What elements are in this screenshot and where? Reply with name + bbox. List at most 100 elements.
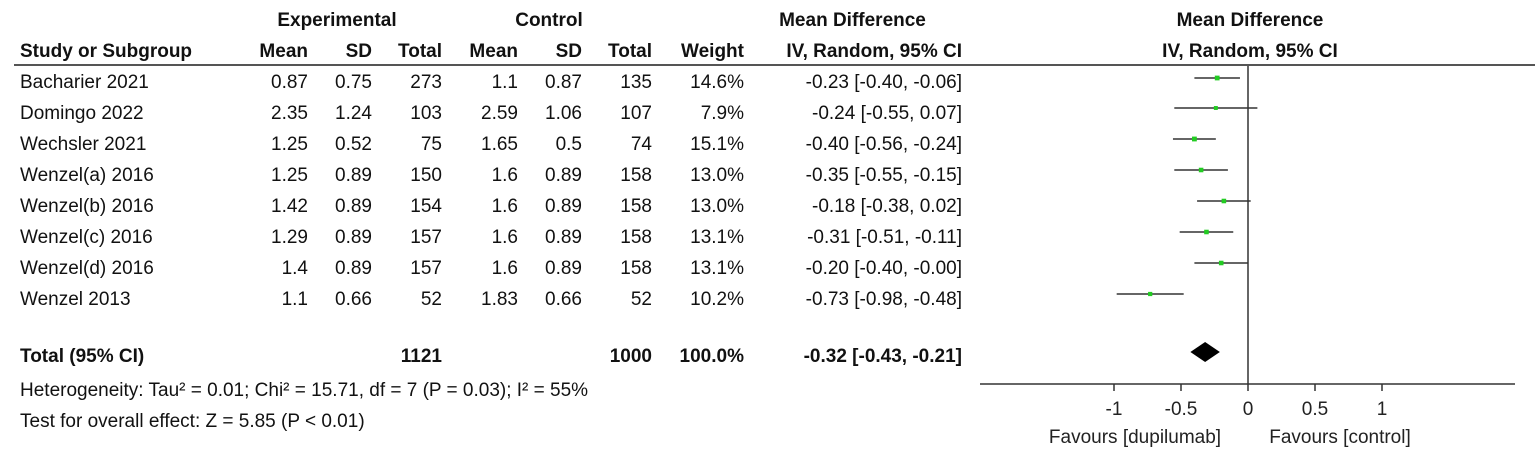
study-weight: 13.0% [690, 196, 744, 217]
ctl-mean: 1.6 [491, 165, 518, 186]
exp-total: 154 [410, 196, 442, 217]
x-tick-label: -1 [1106, 399, 1123, 420]
col-exp-mean-header: Mean [259, 41, 308, 62]
ctl-mean: 1.83 [481, 289, 518, 310]
col-ctl-mean-header: Mean [469, 41, 518, 62]
study-name: Wenzel(d) 2016 [20, 258, 154, 279]
col-exp-sd-header: SD [345, 41, 372, 62]
study-ci: -0.23 [-0.40, -0.06] [805, 72, 962, 93]
table-row: Bacharier 2021 0.87 0.75 273 1.1 0.87 13… [0, 72, 980, 94]
table-row: Domingo 2022 2.35 1.24 103 2.59 1.06 107… [0, 103, 980, 125]
study-point [1213, 106, 1218, 110]
heterogeneity-text: Heterogeneity: Tau² = 0.01; Chi² = 15.71… [20, 380, 589, 401]
study-ci: -0.35 [-0.55, -0.15] [805, 165, 962, 186]
study-name: Wenzel(c) 2016 [20, 227, 153, 248]
ctl-mean: 1.1 [491, 72, 518, 93]
exp-mean: 1.29 [271, 227, 308, 248]
study-ci: -0.40 [-0.56, -0.24] [805, 134, 962, 155]
exp-mean: 1.25 [271, 165, 308, 186]
x-tick-label: 1 [1377, 399, 1388, 420]
md-column-title: Mean Difference [779, 10, 926, 31]
favours-right-label: Favours [control] [1269, 427, 1411, 448]
experimental-group-header: Experimental [277, 10, 397, 31]
col-ci-header: IV, Random, 95% CI [786, 41, 962, 62]
ctl-total: 52 [630, 289, 652, 310]
ctl-mean: 1.65 [481, 134, 518, 155]
ctl-total: 107 [620, 103, 652, 124]
ctl-sd: 0.89 [545, 258, 582, 279]
ctl-mean: 1.6 [491, 196, 518, 217]
table-row: Wenzel(a) 2016 1.25 0.89 150 1.6 0.89 15… [0, 165, 980, 187]
ctl-sd: 0.89 [545, 165, 582, 186]
study-ci: -0.20 [-0.40, -0.00] [805, 258, 962, 279]
total-exp: 1121 [400, 346, 442, 367]
exp-total: 75 [420, 134, 442, 155]
study-weight: 10.2% [690, 289, 744, 310]
exp-mean: 1.42 [271, 196, 308, 217]
study-point [1191, 136, 1197, 142]
x-tick-label: -0.5 [1165, 399, 1198, 420]
table-row: Wenzel(d) 2016 1.4 0.89 157 1.6 0.89 158… [0, 258, 980, 280]
col-study-header: Study or Subgroup [20, 41, 193, 62]
ctl-mean: 1.6 [491, 258, 518, 279]
ctl-sd: 0.89 [545, 227, 582, 248]
exp-sd: 0.52 [335, 134, 372, 155]
ctl-total: 135 [620, 72, 652, 93]
col-exp-total-header: Total [398, 41, 442, 62]
study-ci: -0.31 [-0.51, -0.11] [807, 227, 962, 248]
col-weight-header: Weight [681, 41, 744, 62]
ctl-sd: 0.87 [545, 72, 582, 93]
exp-mean: 1.4 [281, 258, 308, 279]
study-name: Wenzel(b) 2016 [20, 196, 154, 217]
study-weight: 14.6% [690, 72, 744, 93]
total-label: Total (95% CI) [20, 346, 145, 367]
ctl-total: 158 [620, 196, 652, 217]
ctl-sd: 0.5 [555, 134, 582, 155]
col-ctl-total-header: Total [608, 41, 652, 62]
ctl-total: 74 [630, 134, 652, 155]
ctl-sd: 0.89 [545, 196, 582, 217]
study-ci: -0.24 [-0.55, 0.07] [812, 103, 962, 124]
pooled-diamond [1190, 342, 1220, 362]
exp-mean: 1.25 [271, 134, 308, 155]
ctl-total: 158 [620, 165, 652, 186]
study-ci: -0.18 [-0.38, 0.02] [812, 196, 962, 217]
study-name: Wenzel(a) 2016 [20, 165, 154, 186]
study-weight: 13.1% [690, 227, 744, 248]
col-ctl-sd-header: SD [555, 41, 582, 62]
exp-sd: 1.24 [335, 103, 372, 124]
x-tick-label: 0.5 [1302, 399, 1328, 420]
header-divider [14, 64, 1535, 66]
exp-sd: 0.66 [335, 289, 372, 310]
exp-mean: 1.1 [281, 289, 308, 310]
exp-sd: 0.89 [335, 258, 372, 279]
x-tick-label: 0 [1243, 399, 1254, 420]
study-point [1198, 167, 1204, 173]
total-row: Total (95% CI) 1121 1000 100.0% -0.32 [-… [0, 346, 980, 368]
table-row: Wenzel(c) 2016 1.29 0.89 157 1.6 0.89 15… [0, 227, 980, 249]
exp-mean: 2.35 [271, 103, 308, 124]
plot-subtitle: IV, Random, 95% CI [1162, 41, 1338, 62]
exp-sd: 0.89 [335, 196, 372, 217]
table-row: Wenzel 2013 1.1 0.66 52 1.83 0.66 52 10.… [0, 289, 980, 311]
study-point [1204, 229, 1209, 235]
study-weight: 13.0% [690, 165, 744, 186]
ctl-total: 158 [620, 258, 652, 279]
table-row: Wenzel(b) 2016 1.42 0.89 154 1.6 0.89 15… [0, 196, 980, 218]
exp-total: 103 [410, 103, 442, 124]
ctl-sd: 1.06 [545, 103, 582, 124]
total-weight: 100.0% [679, 346, 744, 367]
ctl-mean: 1.6 [491, 227, 518, 248]
study-point [1218, 260, 1224, 266]
study-point [1221, 198, 1227, 204]
exp-total: 157 [410, 227, 442, 248]
study-name: Domingo 2022 [20, 103, 144, 124]
study-name: Wechsler 2021 [20, 134, 147, 155]
ctl-total: 158 [620, 227, 652, 248]
study-weight: 15.1% [690, 134, 744, 155]
overall-effect-text: Test for overall effect: Z = 5.85 (P < 0… [20, 411, 365, 432]
exp-mean: 0.87 [271, 72, 308, 93]
study-point [1148, 291, 1153, 297]
study-weight: 13.1% [690, 258, 744, 279]
